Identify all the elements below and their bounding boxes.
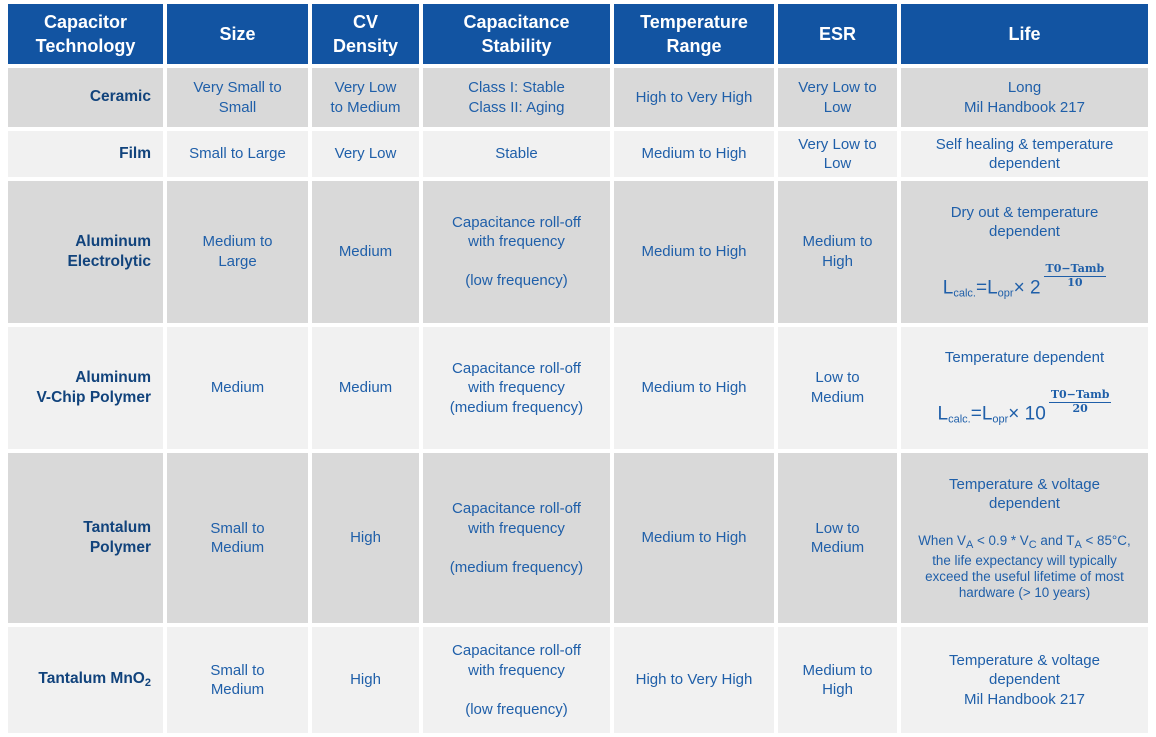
column-header-life: Life (901, 4, 1148, 64)
size-cell: Small to Large (167, 131, 308, 177)
column-header-cv-density: CV Density (312, 4, 419, 64)
life-heading: Temperature dependent (944, 349, 1105, 367)
life-cell: Temperature & voltage dependent When VA … (901, 453, 1148, 624)
column-header-temperature-range: Temperature Range (614, 4, 774, 64)
stability-cell: Stable (423, 131, 610, 177)
capacitor-comparison-table: Capacitor Technology Size CV Density Cap… (4, 0, 1152, 737)
table-row-film: Film Small to Large Very Low Stable Medi… (8, 131, 1148, 177)
temperature-cell: High to Very High (614, 627, 774, 734)
esr-cell: Very Low to Low (778, 68, 897, 127)
life-cell: Dry out & temperature dependent Lcalc.=L… (901, 181, 1148, 323)
esr-cell: Low to Medium (778, 453, 897, 624)
technology-cell: Tantalum MnO2 (8, 627, 163, 734)
table-header: Capacitor Technology Size CV Density Cap… (8, 4, 1148, 64)
stability-cell: Capacitance roll-off with frequency (low… (423, 181, 610, 323)
stability-cell: Capacitance roll-off with frequency (low… (423, 627, 610, 734)
size-cell: Medium (167, 326, 308, 450)
table-row-aluminum-electrolytic: Aluminum Electrolytic Medium to Large Me… (8, 181, 1148, 323)
size-cell: Small to Medium (167, 627, 308, 734)
temperature-cell: Medium to High (614, 131, 774, 177)
temperature-cell: Medium to High (614, 326, 774, 450)
size-cell: Small to Medium (167, 453, 308, 624)
life-expectancy-formula: Lcalc.=Lopr× 10 T0−Tamb 20 (937, 388, 1112, 426)
table-row-tantalum-polymer: Tantalum Polymer Small to Medium High Ca… (8, 453, 1148, 624)
life-expectancy-formula: Lcalc.=Lopr× 2 T0−Tamb 10 (942, 262, 1107, 300)
stability-cell: Capacitance roll-off with frequency (med… (423, 326, 610, 450)
esr-cell: Low to Medium (778, 326, 897, 450)
technology-cell: Tantalum Polymer (8, 453, 163, 624)
table-row-tantalum-mno2: Tantalum MnO2 Small to Medium High Capac… (8, 627, 1148, 734)
technology-cell: Aluminum V-Chip Polymer (8, 326, 163, 450)
esr-cell: Medium to High (778, 627, 897, 734)
cv-density-cell: Medium (312, 181, 419, 323)
technology-cell: Aluminum Electrolytic (8, 181, 163, 323)
life-heading: Dry out & temperature dependent (950, 203, 1099, 241)
size-cell: Medium to Large (167, 181, 308, 323)
size-cell: Very Small to Small (167, 68, 308, 127)
table-row-ceramic: Ceramic Very Small to Small Very Low to … (8, 68, 1148, 127)
esr-cell: Medium to High (778, 181, 897, 323)
stability-cell: Class I: Stable Class II: Aging (423, 68, 610, 127)
temperature-cell: High to Very High (614, 68, 774, 127)
life-cell: Temperature dependent Lcalc.=Lopr× 10 T0−… (901, 326, 1148, 450)
technology-cell: Ceramic (8, 68, 163, 127)
life-cell: Long Mil Handbook 217 (901, 68, 1148, 127)
cv-density-cell: Very Low to Medium (312, 68, 419, 127)
temperature-cell: Medium to High (614, 181, 774, 323)
column-header-capacitor-technology: Capacitor Technology (8, 4, 163, 64)
column-header-esr: ESR (778, 4, 897, 64)
life-cell: Self healing & temperature dependent (901, 131, 1148, 177)
column-header-size: Size (167, 4, 308, 64)
temperature-cell: Medium to High (614, 453, 774, 624)
cv-density-cell: High (312, 627, 419, 734)
table-row-aluminum-vchip-polymer: Aluminum V-Chip Polymer Medium Medium Ca… (8, 326, 1148, 450)
header-row: Capacitor Technology Size CV Density Cap… (8, 4, 1148, 64)
column-header-capacitance-stability: Capacitance Stability (423, 4, 610, 64)
technology-cell: Film (8, 131, 163, 177)
life-heading: Temperature & voltage dependent (949, 475, 1100, 513)
life-note: When VA < 0.9 * VC and TA < 85°C, the li… (918, 533, 1131, 601)
cv-density-cell: Very Low (312, 131, 419, 177)
stability-cell: Capacitance roll-off with frequency (med… (423, 453, 610, 624)
cv-density-cell: High (312, 453, 419, 624)
cv-density-cell: Medium (312, 326, 419, 450)
life-cell: Temperature & voltage dependent Mil Hand… (901, 627, 1148, 734)
esr-cell: Very Low to Low (778, 131, 897, 177)
